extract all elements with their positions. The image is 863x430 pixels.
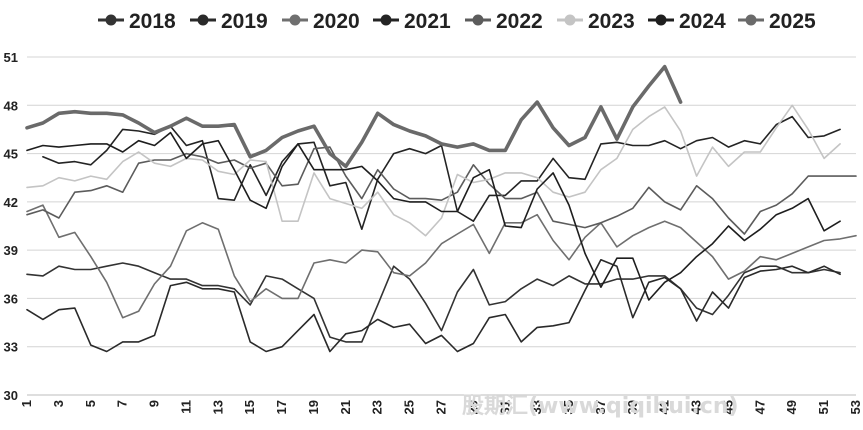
- legend-label: 2019: [221, 10, 268, 33]
- x-tick-label: 51: [816, 400, 831, 414]
- x-tick-label: 1: [19, 400, 34, 407]
- x-tick-label: 47: [752, 400, 767, 414]
- x-tick-label: 15: [242, 400, 257, 414]
- x-tick-label: 13: [210, 400, 225, 414]
- series-line-2023: [26, 104, 841, 237]
- x-tick-label: 49: [784, 400, 799, 414]
- x-tick-label: 5: [83, 400, 98, 407]
- legend-item-2022: 2022: [465, 10, 543, 33]
- legend-marker: [655, 14, 667, 26]
- legend-item-2024: 2024: [648, 10, 726, 33]
- x-tick-label: 33: [529, 400, 544, 414]
- x-tick-label: 39: [625, 400, 640, 414]
- x-tick-label: 9: [147, 400, 162, 407]
- series-line-2022: [26, 146, 857, 235]
- x-tick-label: 25: [402, 400, 417, 414]
- x-tick-label: 41: [657, 400, 672, 414]
- legend-marker: [564, 14, 576, 26]
- legend-label: 2025: [769, 10, 816, 33]
- chart-gridlines: [27, 56, 856, 396]
- legend-marker: [105, 14, 117, 26]
- x-tick-label: 7: [115, 400, 130, 407]
- x-axis: 1 3 5 7 9 11 13 15 17 19 21 23 25 27 29 31 33 35 37 39 41 43 4…: [19, 394, 863, 414]
- series-line-2020: [26, 204, 857, 319]
- chart-series: [25, 64, 857, 353]
- x-tick-label: 21: [338, 400, 353, 414]
- y-tick-label: 45: [4, 147, 18, 162]
- legend-label: 2020: [313, 10, 360, 33]
- legend-label: 2024: [679, 10, 726, 33]
- x-tick-label: 31: [497, 400, 512, 414]
- x-tick-label: 43: [689, 400, 704, 414]
- x-tick-label: 23: [370, 400, 385, 414]
- legend-label: 2021: [404, 10, 451, 33]
- legend-marker: [380, 14, 392, 26]
- x-tick-label: 37: [593, 400, 608, 414]
- chart-legend: 2018 2019 2020 2021 2022 2023 2024 2025: [98, 10, 816, 33]
- y-tick-label: 42: [4, 195, 18, 210]
- y-axis: 30 33 36 39 42 45 48 51: [4, 50, 18, 403]
- legend-marker: [289, 14, 301, 26]
- series-line-2019: [26, 258, 841, 353]
- legend-item-2019: 2019: [190, 10, 268, 33]
- y-tick-label: 30: [4, 388, 18, 403]
- y-tick-label: 33: [4, 340, 18, 355]
- series-line-2024: [26, 131, 841, 301]
- legend-marker: [197, 14, 209, 26]
- legend-item-2021: 2021: [373, 10, 451, 33]
- legend-item-2020: 2020: [282, 10, 360, 33]
- legend-label: 2018: [129, 10, 176, 33]
- legend-item-2025: 2025: [738, 10, 816, 33]
- y-tick-label: 51: [4, 50, 18, 65]
- x-tick-label: 19: [306, 400, 321, 414]
- y-tick-label: 39: [4, 243, 18, 258]
- watermark-text: 股期汇(www.qiqihui.cn): [462, 394, 739, 419]
- series-line-2018: [26, 262, 841, 343]
- legend-marker: [472, 14, 484, 26]
- x-tick-label: 53: [848, 400, 863, 414]
- y-tick-label: 48: [4, 98, 18, 113]
- x-tick-label: 45: [720, 400, 735, 414]
- series-line-2021: [42, 115, 841, 230]
- legend-label: 2023: [588, 10, 635, 33]
- legend-label: 2022: [496, 10, 543, 33]
- legend-marker: [745, 14, 757, 26]
- x-tick-label: 27: [434, 400, 449, 414]
- x-tick-label: 11: [178, 400, 193, 414]
- x-tick-label: 29: [465, 400, 480, 414]
- x-tick-label: 35: [561, 400, 576, 414]
- y-tick-label: 36: [4, 291, 18, 306]
- legend-item-2023: 2023: [557, 10, 635, 33]
- series-line-2025: [25, 64, 683, 169]
- x-tick-label: 3: [51, 400, 66, 407]
- legend-item-2018: 2018: [98, 10, 176, 33]
- x-tick-label: 17: [274, 400, 289, 414]
